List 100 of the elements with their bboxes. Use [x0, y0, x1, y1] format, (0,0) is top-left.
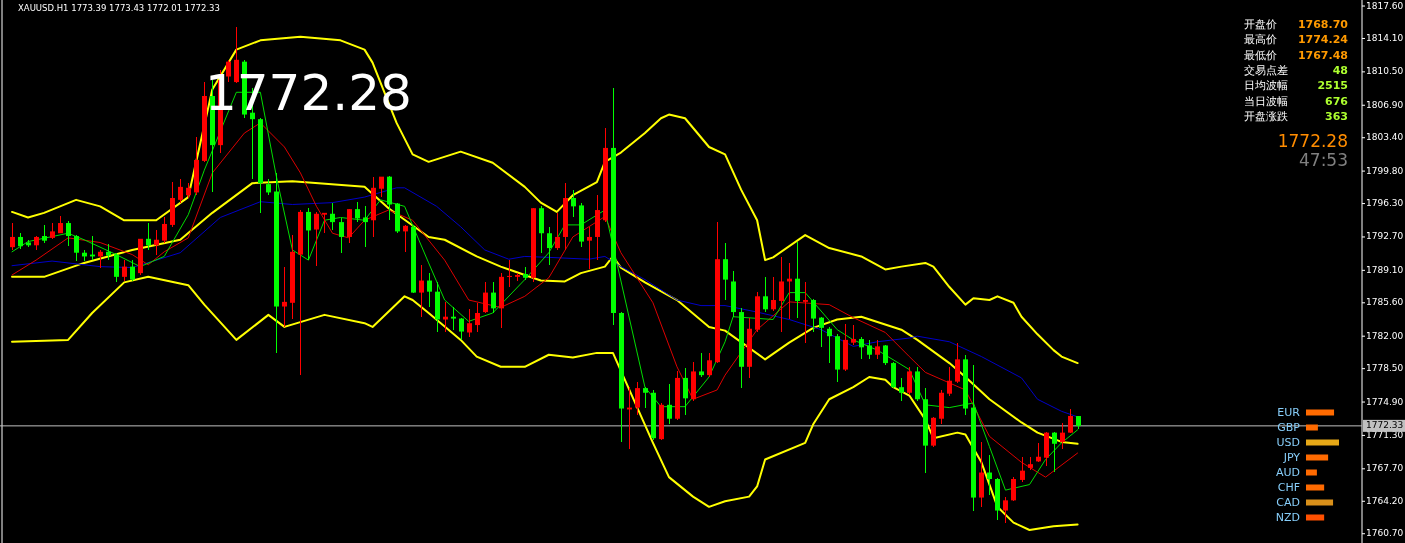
y-tick-label: 1760.70	[1366, 528, 1404, 539]
candlestick	[851, 324, 856, 346]
candlestick	[130, 259, 135, 282]
bar	[1306, 514, 1325, 521]
y-tick-label: NZD	[1275, 510, 1300, 524]
annotation: 当日波幅	[1244, 94, 1288, 108]
candlestick	[314, 211, 319, 267]
annotation: 1768.70	[1297, 18, 1349, 31]
candlestick	[643, 386, 648, 409]
candlestick	[355, 200, 360, 223]
candlestick	[66, 220, 71, 247]
candlestick	[1060, 422, 1065, 451]
candlestick	[146, 222, 151, 251]
candlestick	[1052, 430, 1057, 473]
candlestick	[363, 205, 368, 248]
candlestick	[162, 215, 167, 244]
candlestick	[875, 339, 880, 361]
ref-line-label: 1772.33	[1366, 420, 1404, 431]
candlestick	[707, 352, 712, 378]
annotation: 48	[1332, 63, 1348, 77]
annotation: 交易点差	[1244, 63, 1288, 77]
candlestick	[114, 251, 119, 284]
annotation: 1767.48	[1297, 48, 1348, 62]
candlestick	[427, 272, 432, 308]
candlestick	[587, 226, 592, 271]
bar	[1306, 484, 1325, 491]
y-tick-label: CAD	[1276, 495, 1300, 509]
y-tick-label: 1785.60	[1366, 297, 1404, 308]
y-tick-label: CHF	[1277, 480, 1300, 494]
candlestick	[282, 265, 287, 328]
y-tick-label: 1799.80	[1366, 165, 1404, 176]
candlestick	[339, 217, 344, 254]
y-tick-label: 1767.70	[1366, 463, 1404, 474]
candlestick	[571, 188, 576, 218]
y-tick-label: 1778.50	[1366, 363, 1404, 374]
candlestick	[555, 212, 560, 251]
candlestick	[683, 366, 688, 416]
candlestick	[667, 383, 672, 426]
y-tick-label: AUD	[1275, 465, 1300, 479]
candlestick	[859, 336, 864, 361]
candlestick	[795, 240, 800, 319]
candlestick	[1068, 407, 1073, 434]
candlestick	[803, 281, 808, 344]
candlestick	[483, 281, 488, 314]
chart-title: XAUUSD.H1 1773.39 1773.43 1772.01 1772.33	[18, 3, 220, 13]
candlestick	[419, 264, 424, 318]
annotation: 2515	[1317, 79, 1348, 93]
candlestick	[451, 306, 456, 331]
candlestick	[507, 259, 512, 288]
candlestick	[947, 366, 952, 398]
candlestick	[987, 454, 992, 496]
candlestick	[10, 222, 15, 251]
y-tick-label: 1814.10	[1366, 32, 1404, 43]
y-tick-label: GBP	[1277, 420, 1301, 434]
y-tick-label: 1803.40	[1366, 132, 1404, 143]
candlestick	[1011, 476, 1016, 503]
y-tick-label: 1782.00	[1366, 330, 1404, 341]
y-tick-label: 1806.90	[1366, 99, 1404, 110]
annotation: 最高价	[1244, 33, 1277, 47]
y-tick-label: 1764.20	[1366, 495, 1404, 506]
annotation: 日均波幅	[1244, 79, 1288, 93]
y-tick-label: 1810.50	[1366, 66, 1404, 77]
y-tick-label: 1796.30	[1366, 198, 1404, 209]
bar	[1306, 439, 1339, 446]
candlestick	[330, 201, 335, 231]
y-tick-label: EUR	[1277, 405, 1301, 419]
candlestick	[827, 326, 832, 364]
annotation: 开盘涨跌	[1244, 109, 1288, 123]
y-tick-label: 1792.70	[1366, 231, 1404, 242]
candlestick	[867, 339, 872, 361]
bar	[1306, 424, 1318, 431]
candlestick	[74, 234, 79, 262]
candlestick	[459, 316, 464, 341]
line-series	[11, 275, 1079, 532]
candlestick	[475, 302, 480, 333]
annotation: 47:53	[1299, 150, 1348, 170]
candlestick	[122, 259, 127, 283]
candlestick	[1003, 495, 1008, 524]
annotation: 363	[1325, 109, 1348, 123]
candlestick	[635, 380, 640, 416]
candlestick	[306, 207, 311, 261]
candlestick	[899, 377, 904, 402]
candlestick	[763, 276, 768, 313]
y-tick-label: 1774.90	[1366, 396, 1404, 407]
y-tick-label: JPY	[1282, 450, 1301, 464]
candlestick	[699, 352, 704, 378]
annotation: 1772.28	[1277, 131, 1348, 151]
candlestick	[907, 366, 912, 396]
y-tick-label: 1771.30	[1366, 429, 1404, 440]
candlestick	[955, 341, 960, 384]
bar	[1306, 469, 1317, 476]
candlestick	[178, 178, 183, 204]
annotation: 开盘价	[1244, 18, 1277, 31]
bar	[1306, 409, 1335, 416]
line-series	[11, 35, 1079, 365]
annotation: 676	[1325, 94, 1349, 108]
candlestick	[819, 315, 824, 349]
candlestick	[771, 276, 776, 312]
candlestick	[1020, 456, 1025, 483]
candlestick	[547, 226, 552, 266]
